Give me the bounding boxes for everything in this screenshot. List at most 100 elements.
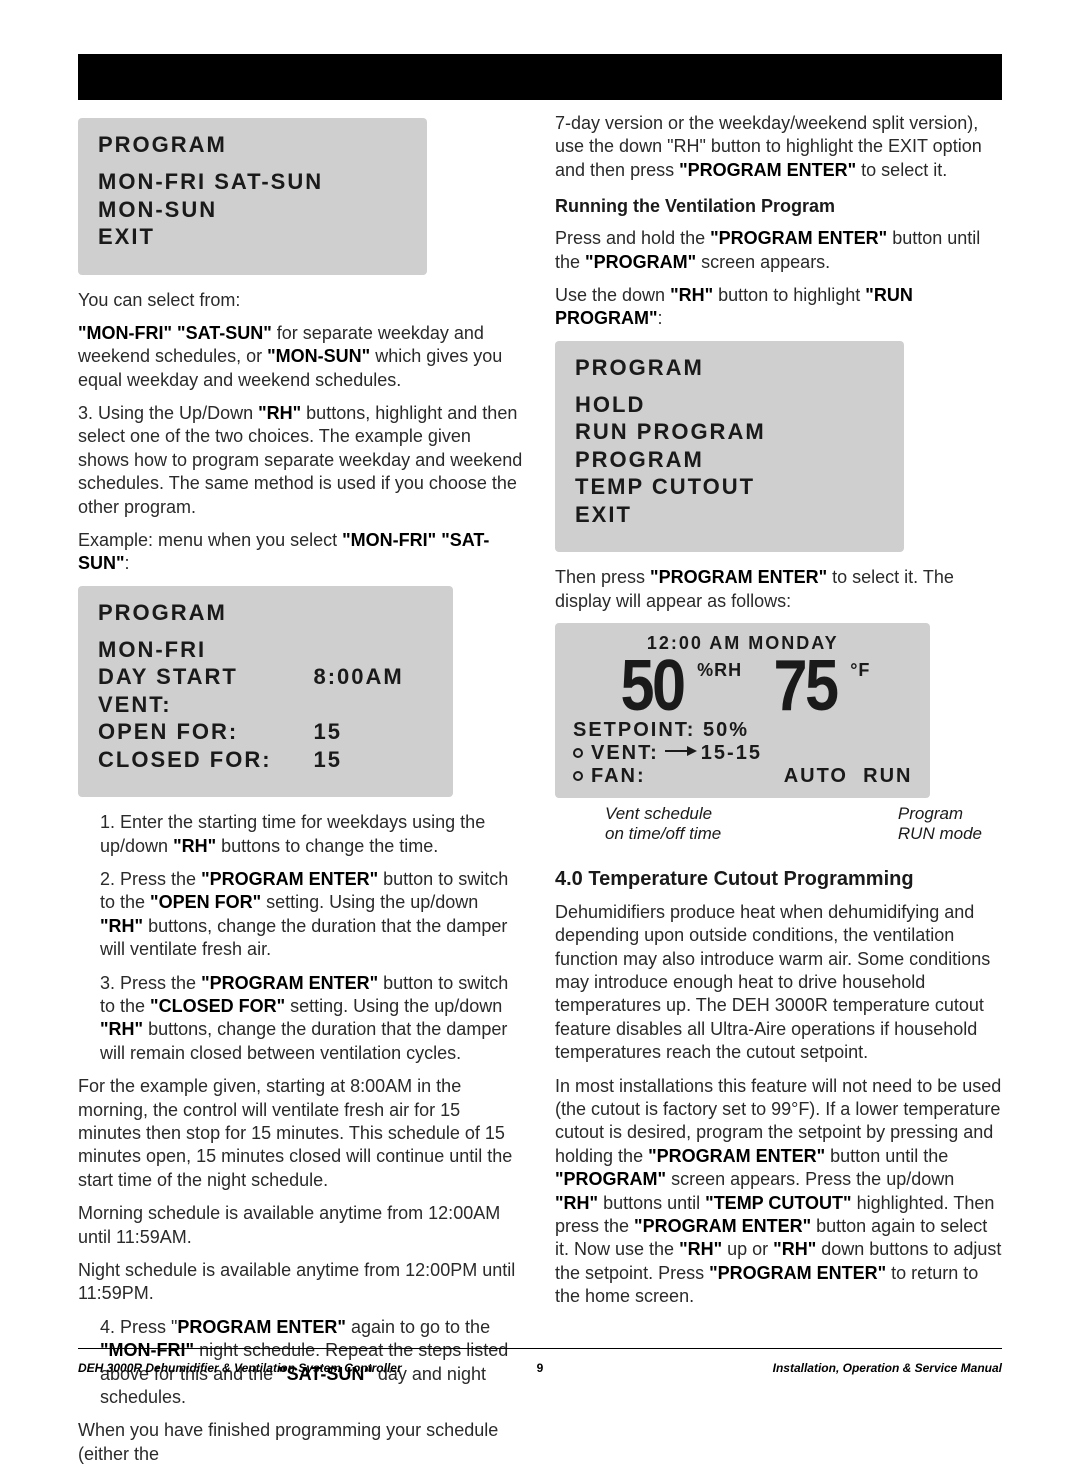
mainlcd-vent-row: VENT: 15-15 <box>573 742 912 765</box>
section-title-temp-cutout: 4.0 Temperature Cutout Programming <box>555 868 1002 891</box>
sp2e: screen appears. Press the up/down <box>666 1169 954 1189</box>
lcd2-r3r <box>313 691 433 719</box>
li1c: buttons to change the time. <box>216 836 438 856</box>
left2-p5: For the example given, starting at 8:00A… <box>78 1075 525 1192</box>
right-column: 7-day version or the weekday/weekend spl… <box>555 112 1002 1337</box>
circle-icon <box>573 748 583 758</box>
rp1b: "PROGRAM ENTER" <box>679 160 856 180</box>
rp2d: "PROGRAM" <box>585 252 696 272</box>
left-p2: "MON-FRI" "SAT-SUN" for separate weekday… <box>78 322 525 392</box>
li2g: buttons, change the duration that the da… <box>100 916 507 959</box>
left2-li3: 3. Press the "PROGRAM ENTER" button to s… <box>78 972 525 1066</box>
lcd3-l3: PROGRAM <box>575 446 884 474</box>
sp2b: "PROGRAM ENTER" <box>648 1146 825 1166</box>
sp2p: "PROGRAM ENTER" <box>709 1263 886 1283</box>
rp2b: "PROGRAM ENTER" <box>710 228 887 248</box>
mainlcd-fan-auto: AUTO <box>784 765 848 788</box>
rp4a: Then press <box>555 567 650 587</box>
mainlcd-vent-val: 15-15 <box>701 742 762 765</box>
lcd1-line3: EXIT <box>98 223 407 251</box>
arrow-icon <box>665 750 695 752</box>
rp1c: to select it. <box>856 160 947 180</box>
lcd2-r4r: 15 <box>313 718 433 746</box>
lcd2-r5r: 15 <box>313 746 433 774</box>
li3a: 3. Press the <box>100 973 201 993</box>
left-p4a: Example: menu when you select <box>78 530 342 550</box>
left-p1: You can select from: <box>78 289 525 312</box>
rp4b: "PROGRAM ENTER" <box>650 567 827 587</box>
annot-l2: on time/off time <box>605 824 898 844</box>
mainlcd-temp: 75 <box>774 654 837 719</box>
lcd2-r1r <box>313 636 433 664</box>
li2d: "OPEN FOR" <box>150 892 261 912</box>
lcd2-r4l: OPEN FOR: <box>98 718 313 746</box>
lcd2-title: PROGRAM <box>98 600 433 626</box>
li3d: "CLOSED FOR" <box>150 996 285 1016</box>
rp3c: button to highlight <box>713 285 865 305</box>
left-p3a: 3. Using the Up/Down <box>78 403 258 423</box>
li3g: buttons, change the duration that the da… <box>100 1019 507 1062</box>
sp2g: buttons until <box>598 1193 705 1213</box>
lcd-screen-1: PROGRAM MON-FRI SAT-SUN MON-SUN EXIT <box>78 118 427 275</box>
rp3a: Use the down <box>555 285 670 305</box>
sp2d: "PROGRAM" <box>555 1169 666 1189</box>
lcd3-l5: EXIT <box>575 501 884 529</box>
section-p1: Dehumidifiers produce heat when dehumidi… <box>555 901 1002 1065</box>
footer-left: DEH 3000R Dehumidifier & Ventilation Sys… <box>78 1361 537 1375</box>
sp2l: "RH" <box>679 1239 722 1259</box>
left-p2c: "MON-SUN" <box>267 346 370 366</box>
lcd1-line1: MON-FRI SAT-SUN <box>98 168 407 196</box>
page-content: PROGRAM MON-FRI SAT-SUN MON-SUN EXIT You… <box>78 112 1002 1337</box>
annot-r1: Program <box>898 804 982 824</box>
mainlcd-bigrow: 50 %RH 75 °F <box>573 654 912 719</box>
right-p1: 7-day version or the weekday/weekend spl… <box>555 112 1002 182</box>
mainlcd-rh: 50 <box>621 654 684 719</box>
right-p3: Use the down "RH" button to highlight "R… <box>555 284 1002 331</box>
mainlcd-vent-label: VENT: <box>591 742 659 765</box>
li2b: "PROGRAM ENTER" <box>201 869 378 889</box>
left-p4c: : <box>125 553 130 573</box>
lcd2-r3l: VENT: <box>98 691 313 719</box>
lcd1-title: PROGRAM <box>98 132 407 158</box>
li3b: "PROGRAM ENTER" <box>201 973 378 993</box>
li2f: "RH" <box>100 916 143 936</box>
lcd2-r1l: MON-FRI <box>98 636 313 664</box>
lcd3-l2: RUN PROGRAM <box>575 418 884 446</box>
li2e: setting. Using the up/down <box>261 892 478 912</box>
mainlcd-temp-unit: °F <box>850 660 870 681</box>
li4b: PROGRAM ENTER" <box>177 1317 346 1337</box>
lcd3-title: PROGRAM <box>575 355 884 381</box>
li3f: "RH" <box>100 1019 143 1039</box>
li4c: again to go to the <box>346 1317 490 1337</box>
sp2m: up or <box>722 1239 773 1259</box>
mainlcd-fan-label: FAN: <box>591 765 784 788</box>
left-p3b: "RH" <box>258 403 301 423</box>
left2-p7: Night schedule is available anytime from… <box>78 1259 525 1306</box>
li4d: "MON-FRI" <box>100 1340 194 1360</box>
mainlcd-fan-row: FAN: AUTO RUN <box>573 765 912 788</box>
lcd3-l4: TEMP CUTOUT <box>575 473 884 501</box>
sp2f: "RH" <box>555 1193 598 1213</box>
lcd2-r2l: DAY START <box>98 663 313 691</box>
lcd2-r2r: 8:00AM <box>313 663 433 691</box>
right-p2: Press and hold the "PROGRAM ENTER" butto… <box>555 227 1002 274</box>
li4a: 4. Press " <box>100 1317 177 1337</box>
sp2c: button until the <box>825 1146 948 1166</box>
section-p2: In most installations this feature will … <box>555 1075 1002 1309</box>
rp2a: Press and hold the <box>555 228 710 248</box>
annot-l1: Vent schedule <box>605 804 898 824</box>
sp2n: "RH" <box>773 1239 816 1259</box>
rp3e: : <box>658 308 663 328</box>
footer-page-number: 9 <box>537 1361 544 1375</box>
page-footer: DEH 3000R Dehumidifier & Ventilation Sys… <box>78 1361 1002 1375</box>
li1b: "RH" <box>173 836 216 856</box>
header-bar <box>78 54 1002 100</box>
footer-right: Installation, Operation & Service Manual <box>543 1361 1002 1375</box>
left-p4: Example: menu when you select "MON-FRI" … <box>78 529 525 576</box>
left2-li1: 1. Enter the starting time for weekdays … <box>78 811 525 858</box>
left2-li2: 2. Press the "PROGRAM ENTER" button to s… <box>78 868 525 962</box>
mainlcd-sp-val: 50% <box>703 719 749 742</box>
right-p4: Then press "PROGRAM ENTER" to select it.… <box>555 566 1002 613</box>
mainlcd-rh-unit: %RH <box>697 660 742 681</box>
left-p3: 3. Using the Up/Down "RH" buttons, highl… <box>78 402 525 519</box>
